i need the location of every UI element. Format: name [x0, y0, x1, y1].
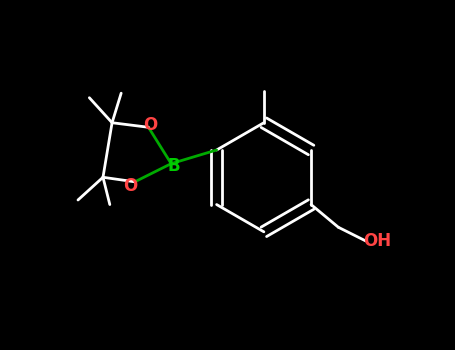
Text: O: O	[144, 116, 158, 134]
Text: OH: OH	[363, 232, 391, 250]
Text: B: B	[167, 157, 180, 175]
Text: O: O	[123, 177, 137, 195]
